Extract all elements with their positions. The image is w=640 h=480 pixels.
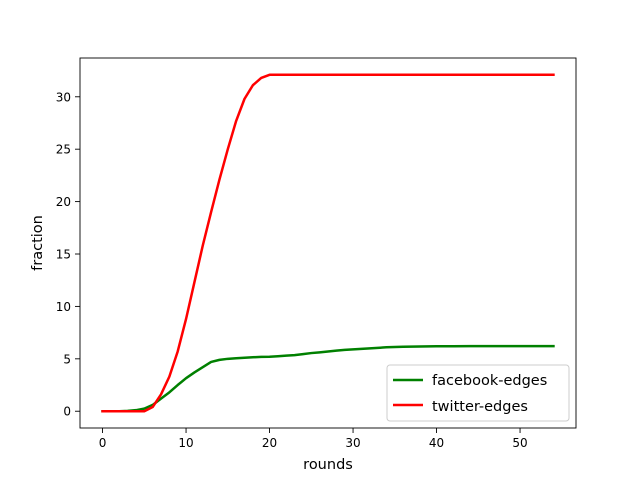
- y-axis: 0 5 10 15 20 25 30: [56, 90, 80, 419]
- x-tick-label: 40: [429, 436, 444, 450]
- y-tick-label: 0: [63, 405, 71, 419]
- legend-label-facebook-edges: facebook-edges: [432, 373, 547, 389]
- y-tick-label: 10: [56, 300, 71, 314]
- x-tick-label: 10: [178, 436, 193, 450]
- y-tick-label: 5: [63, 352, 71, 366]
- x-tick-label: 50: [512, 436, 527, 450]
- y-tick-label: 25: [56, 143, 71, 157]
- legend-label-twitter-edges: twitter-edges: [432, 399, 528, 415]
- y-tick-label: 20: [56, 195, 71, 209]
- legend: facebook-edges twitter-edges: [386, 364, 570, 422]
- plot-frame: [79, 57, 577, 429]
- y-tick-label: 15: [56, 248, 71, 262]
- y-tick-label: 30: [56, 90, 71, 104]
- series-line-facebook-edges: [101, 344, 555, 413]
- legend-box: [386, 364, 570, 422]
- series-line-twitter-edges: [101, 73, 555, 413]
- series-layer: [101, 73, 555, 413]
- x-axis: 0 10 20 30 40 50: [99, 428, 528, 450]
- y-axis-label: fraction: [30, 215, 46, 271]
- x-tick-label: 0: [99, 436, 107, 450]
- x-axis-label: rounds: [303, 457, 353, 473]
- x-tick-label: 20: [262, 436, 277, 450]
- x-tick-label: 30: [345, 436, 360, 450]
